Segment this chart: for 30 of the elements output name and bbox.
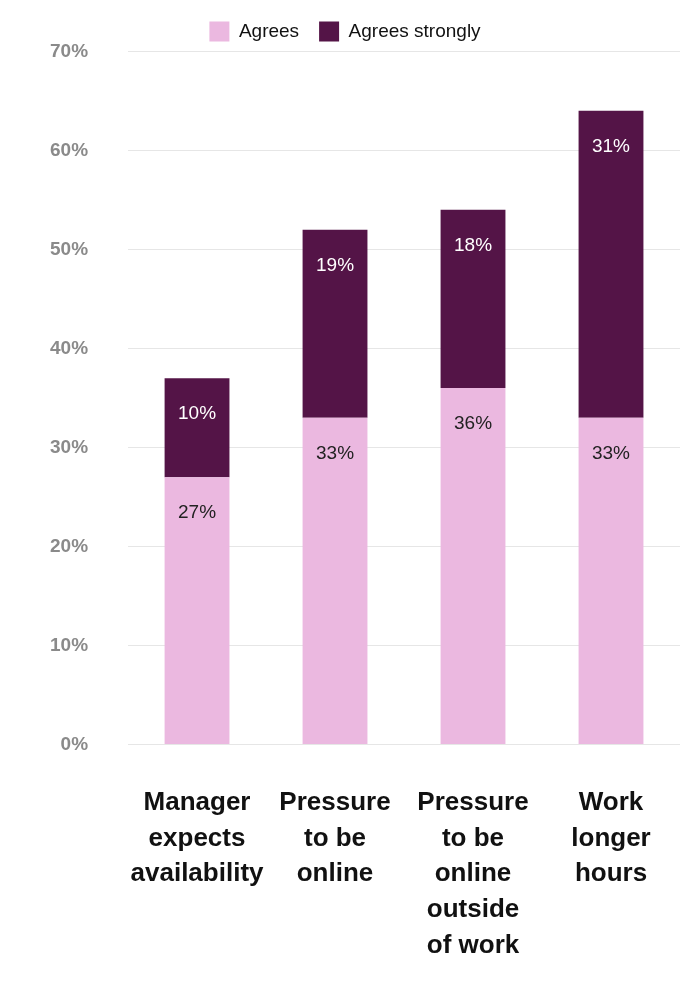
data-label: 10% — [178, 402, 217, 424]
y-tick-label: 0% — [60, 732, 89, 754]
bar — [302, 229, 368, 418]
x-tick-label: Pressure to be online — [279, 785, 391, 888]
y-tick-label: 50% — [50, 237, 89, 259]
legend-label: Agrees strongly — [348, 19, 482, 41]
bar — [164, 378, 230, 478]
bar — [164, 477, 230, 745]
x-tick-label: Work longer hours — [571, 785, 651, 888]
bar — [440, 209, 506, 389]
data-label: 27% — [178, 501, 217, 523]
y-tick-label: 70% — [50, 39, 89, 61]
bar — [440, 388, 506, 745]
bar — [578, 110, 644, 418]
bar — [302, 417, 368, 745]
data-label: 31% — [591, 135, 631, 157]
x-tick-label: Pressure to be online outside of work — [417, 785, 529, 960]
data-label: 36% — [453, 412, 493, 434]
y-tick-label: 10% — [50, 633, 89, 655]
y-tick-label: 60% — [50, 138, 89, 160]
data-label: 33% — [316, 442, 355, 464]
legend-label: Agrees — [238, 19, 300, 41]
data-label: 19% — [316, 253, 355, 275]
y-tick-label: 20% — [50, 534, 89, 556]
data-label: 18% — [453, 234, 493, 256]
y-tick-label: 40% — [50, 336, 89, 358]
bar — [578, 417, 644, 745]
x-tick-label: Manager expects availability — [130, 785, 265, 888]
data-label: 33% — [591, 442, 631, 464]
y-tick-label: 30% — [50, 435, 89, 457]
